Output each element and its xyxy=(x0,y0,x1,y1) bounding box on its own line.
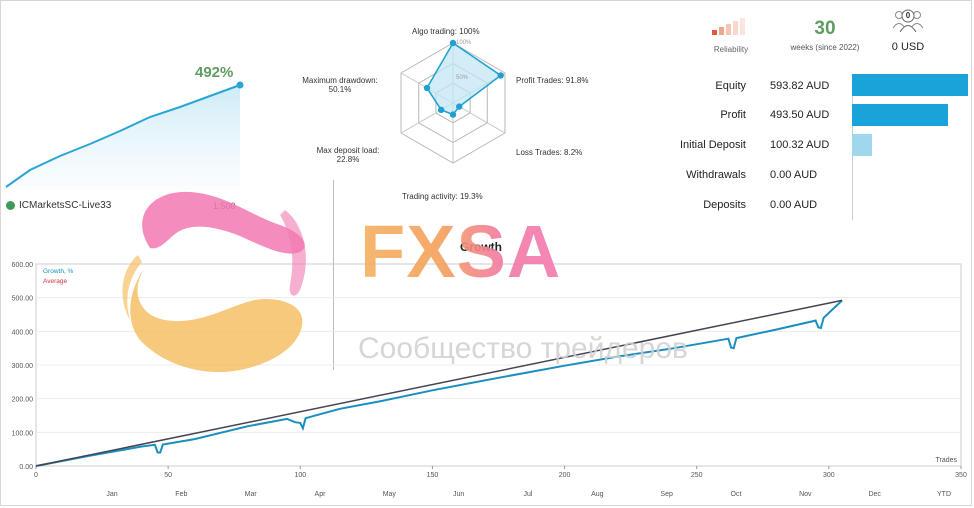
month-label: Jul xyxy=(524,491,533,498)
radar-tick-50: 50% xyxy=(456,75,469,81)
leverage: 1:500 xyxy=(213,201,236,211)
mini-growth-chart xyxy=(5,81,244,190)
account-row: ICMarketsSC-Live33 xyxy=(6,200,111,211)
subscribers-count: 0 xyxy=(905,11,911,20)
x-axis-label: Trades xyxy=(935,457,957,464)
mini-growth-area xyxy=(6,85,240,190)
radar-point-4 xyxy=(437,106,445,114)
x-tick-label: 150 xyxy=(427,472,439,479)
growth-chart[interactable]: 0.00 100.00 200.00 300.00 400.00 500.00 600.00… xyxy=(0,232,974,508)
radar-point-0 xyxy=(449,39,457,47)
server-icon xyxy=(6,201,15,210)
month-label: Sep xyxy=(660,491,673,498)
subscribers-price: 0 USD xyxy=(891,41,925,53)
month-label: Feb xyxy=(175,491,187,498)
growth-percent: 492% xyxy=(195,64,234,81)
radar-label-drawdown: Maximum drawdown: 50.1% xyxy=(290,76,390,94)
radar-label-deposit-load-value: 22.8% xyxy=(336,155,360,164)
mini-growth-endpoint xyxy=(236,81,244,89)
growth-chart-title: Growth xyxy=(460,240,502,254)
radar-label-loss-trades: Loss Trades: 8.2% xyxy=(516,148,583,157)
legend-entry-1: Average xyxy=(43,278,67,285)
stat-label-equity: Equity xyxy=(715,80,746,92)
stat-value-profit: 493.50 AUD xyxy=(770,109,830,121)
radar-label-algo: Algo trading: 100% xyxy=(412,27,480,36)
radar-point-5 xyxy=(423,84,431,92)
radar-label-drawdown-title: Maximum drawdown: xyxy=(302,76,378,85)
y-tick-label: 400.00 xyxy=(12,329,34,336)
month-label: May xyxy=(383,491,397,498)
month-label: Mar xyxy=(245,491,258,498)
growth-chart-panel: Growth 0.00 100.00 200.00 300.00 400.00 500.0… xyxy=(0,232,974,508)
month-label: Jun xyxy=(453,491,464,498)
stat-value-deposits: 0.00 AUD xyxy=(770,199,818,211)
y-tick-label: 500.00 xyxy=(12,296,34,303)
stat-label-deposits: Deposits xyxy=(703,199,746,211)
subscribers-icon xyxy=(892,9,924,32)
stat-label-withdrawals: Withdrawals xyxy=(686,169,746,181)
radar-chart xyxy=(400,39,506,164)
x-tick-label: 300 xyxy=(823,472,835,479)
series-line-1 xyxy=(35,299,843,467)
radar-label-deposit-load: Max deposit load: 22.8% xyxy=(310,146,386,164)
stat-value-withdrawals: 0.00 AUD xyxy=(770,169,818,181)
month-label: Dec xyxy=(868,491,881,498)
y-tick-label: 300.00 xyxy=(12,363,34,370)
stat-bar-initial-deposit xyxy=(852,134,872,156)
series-line-0 xyxy=(35,299,843,467)
month-label: Nov xyxy=(799,491,812,498)
x-tick-label: 0 xyxy=(34,472,38,479)
y-tick-label: 0.00 xyxy=(19,464,33,471)
month-label: Oct xyxy=(731,491,742,498)
stat-label-profit: Profit xyxy=(720,109,746,121)
stat-value-initial-deposit: 100.32 AUD xyxy=(770,139,830,151)
stat-value-equity: 593.82 AUD xyxy=(770,80,830,92)
mini-growth-line xyxy=(5,84,241,188)
month-label: Apr xyxy=(315,491,327,498)
stat-bar-equity xyxy=(852,74,968,96)
reliability-bars-icon xyxy=(712,18,745,35)
stats-table: Equity 593.82 AUD Profit 493.50 AUD Init… xyxy=(640,74,974,224)
radar-label-profit-trades: Profit Trades: 91.8% xyxy=(516,76,589,85)
legend-entry-0: Growth, % xyxy=(43,268,74,275)
x-tick-label: 50 xyxy=(164,472,172,479)
reliability-block[interactable]: Reliability xyxy=(700,18,764,58)
radar-point-2 xyxy=(456,103,463,110)
y-tick-label: 100.00 xyxy=(12,430,34,437)
x-tick-label: 200 xyxy=(559,472,571,479)
month-label: Jan xyxy=(106,491,117,498)
y-tick-label: 200.00 xyxy=(12,397,34,404)
y-tick-label: 600.00 xyxy=(12,262,34,269)
account-server[interactable]: ICMarketsSC-Live33 xyxy=(19,200,112,211)
month-label: Aug xyxy=(591,491,604,498)
stat-bar-profit xyxy=(852,104,948,126)
subscribers-block[interactable]: 0 0 USD xyxy=(882,6,934,53)
radar-label-deposit-load-title: Max deposit load: xyxy=(316,146,380,155)
mini-growth-panel: 492% ICMarketsSC-Live33 1:500 xyxy=(0,0,250,230)
panel-divider xyxy=(333,180,334,370)
x-tick-label: 250 xyxy=(691,472,703,479)
weeks-value: 30 xyxy=(814,18,836,39)
x-tick-label: 100 xyxy=(294,472,306,479)
weeks-label: weeks (since 2022) xyxy=(790,43,860,52)
radar-point-3 xyxy=(449,111,457,118)
reliability-label: Reliability xyxy=(713,45,749,54)
radar-tick-100: 100% xyxy=(456,40,472,46)
radar-label-activity: Trading activity: 19.3% xyxy=(402,192,483,201)
weeks-block: 30 weeks (since 2022) xyxy=(775,18,875,52)
x-tick-label: 350 xyxy=(955,472,967,479)
stat-label-initial-deposit: Initial Deposit xyxy=(679,139,746,151)
month-label: YTD xyxy=(937,491,951,498)
radar-panel: Algo trading: 100% Profit Trades: 91.8% … xyxy=(290,20,640,210)
radar-label-drawdown-value: 50.1% xyxy=(328,85,352,94)
radar-point-1 xyxy=(497,72,504,79)
